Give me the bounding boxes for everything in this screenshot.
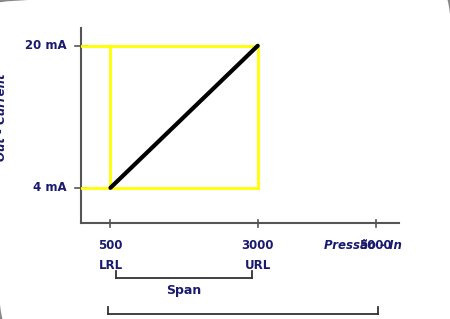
Text: 4 mA: 4 mA [33, 181, 66, 194]
Text: Span: Span [166, 284, 202, 297]
Text: Out - Current: Out - Current [0, 73, 8, 160]
Text: 5000: 5000 [359, 239, 392, 252]
Text: URL: URL [245, 259, 271, 272]
Text: 3000: 3000 [242, 239, 274, 252]
Text: 20 mA: 20 mA [25, 39, 66, 52]
Text: Pressão - In: Pressão - In [324, 239, 402, 252]
Text: LRL: LRL [99, 259, 122, 272]
Text: 500: 500 [98, 239, 123, 252]
